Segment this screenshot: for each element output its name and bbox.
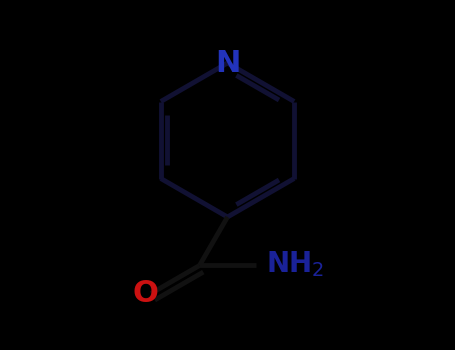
Text: N: N [215, 49, 240, 77]
Text: O: O [133, 279, 159, 308]
Text: NH$_2$: NH$_2$ [266, 249, 324, 279]
